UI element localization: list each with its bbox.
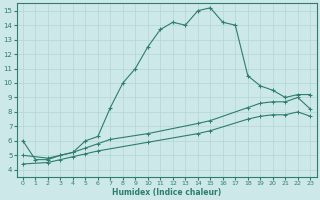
X-axis label: Humidex (Indice chaleur): Humidex (Indice chaleur) [112,188,221,197]
